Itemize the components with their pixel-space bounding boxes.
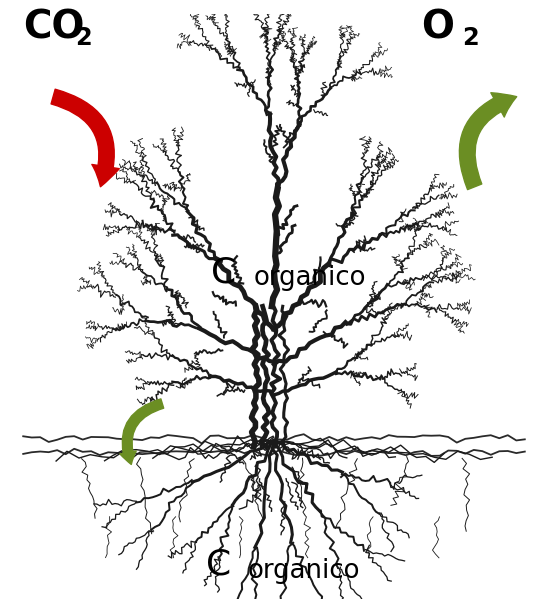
Text: organico: organico xyxy=(253,265,366,291)
Text: C: C xyxy=(212,256,237,289)
FancyArrowPatch shape xyxy=(120,399,164,464)
FancyArrowPatch shape xyxy=(459,93,517,190)
Text: organico: organico xyxy=(248,557,361,584)
Text: 2: 2 xyxy=(75,26,92,50)
Text: C: C xyxy=(206,548,231,582)
FancyArrowPatch shape xyxy=(51,89,119,187)
Text: 2: 2 xyxy=(462,26,479,50)
Text: CO: CO xyxy=(23,8,85,46)
Text: O: O xyxy=(421,8,454,46)
